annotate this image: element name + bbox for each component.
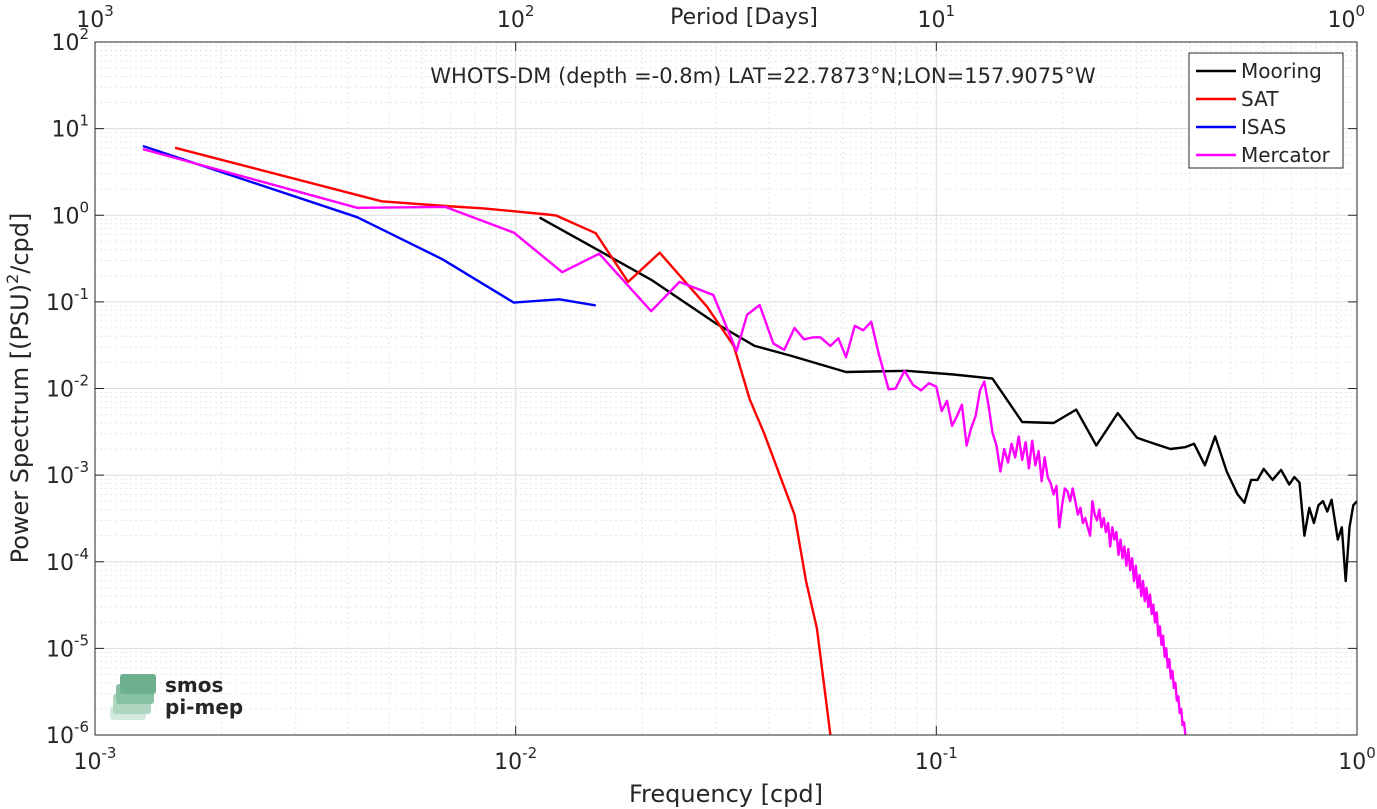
x-tick-label: 10-2 xyxy=(494,744,537,775)
legend-label-mooring: Mooring xyxy=(1241,59,1322,83)
top-tick-labels: 103 102 101 100 xyxy=(76,2,1365,33)
x-tick-label: 10-1 xyxy=(915,744,958,775)
y-tick-label: 10-4 xyxy=(46,545,89,576)
tick-marks xyxy=(94,41,1358,736)
top-tick-label: 101 xyxy=(918,2,956,33)
top-tick-label: 103 xyxy=(76,2,114,33)
watermark-logo: smos pi-mep xyxy=(110,673,243,720)
top-tick-label: 102 xyxy=(497,2,535,33)
series-line-mooring xyxy=(539,216,1357,583)
legend-label-sat: SAT xyxy=(1241,87,1279,111)
legend-label-isas: ISAS xyxy=(1241,115,1286,139)
y-tick-label: 10-1 xyxy=(46,285,89,316)
smos-logo-icon xyxy=(110,674,156,720)
y-tick-label: 10-3 xyxy=(46,458,89,489)
y-tick-label: 102 xyxy=(51,25,89,56)
watermark-line1: smos xyxy=(165,673,223,697)
y-tick-label: 10-2 xyxy=(46,372,89,403)
series-layer xyxy=(142,144,1357,735)
x-axis-label: Frequency [cpd] xyxy=(629,780,823,808)
y-tick-labels: 10-6 10-5 10-4 10-3 10-2 10-1 100 101 102 xyxy=(46,25,89,749)
y-tick-label: 101 xyxy=(51,112,89,143)
legend: Mooring SAT ISAS Mercator xyxy=(1188,52,1344,169)
series-line-sat xyxy=(174,146,832,735)
x-tick-label: 100 xyxy=(1338,744,1376,775)
y-tick-label: 10-6 xyxy=(46,718,89,749)
legend-label-mercator: Mercator xyxy=(1241,143,1331,167)
x-tick-label: 10-3 xyxy=(74,744,117,775)
y-tick-label: 10-5 xyxy=(46,631,89,662)
y-axis-label: Power Spectrum [(PSU)2/cpd] xyxy=(3,213,34,564)
top-tick-label: 100 xyxy=(1327,2,1365,33)
series-line-mercator xyxy=(142,147,1187,735)
series-line-isas xyxy=(142,144,596,307)
y-tick-label: 100 xyxy=(51,198,89,229)
x-tick-labels: 10-3 10-2 10-1 100 xyxy=(74,744,1376,775)
minor-grid xyxy=(95,42,1357,735)
watermark-line2: pi-mep xyxy=(165,695,243,719)
chart-title: WHOTS-DM (depth =-0.8m) LAT=22.7873°N;LO… xyxy=(430,64,1096,88)
top-axis-label: Period [Days] xyxy=(670,5,818,30)
